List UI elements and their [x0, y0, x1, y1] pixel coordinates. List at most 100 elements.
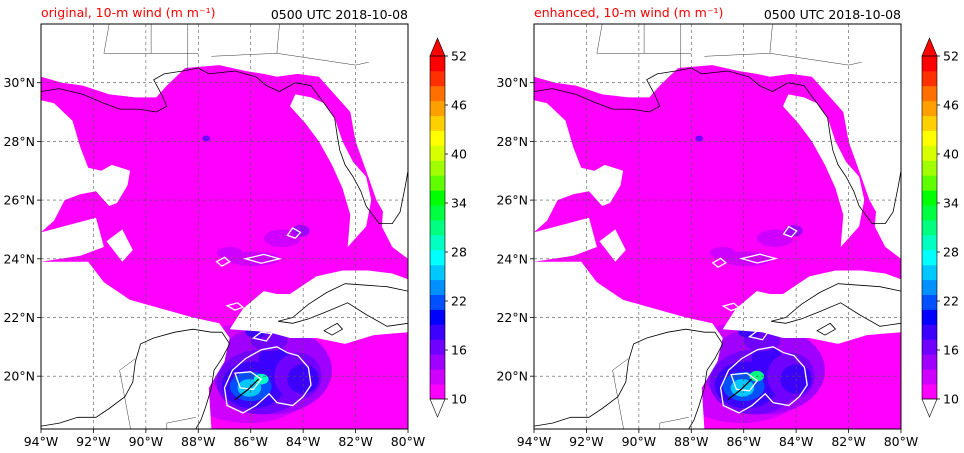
colorbar-tick-label: 28: [451, 245, 467, 260]
y-tick-label: 20°N: [496, 369, 528, 384]
coastline-yucatan: [534, 328, 724, 429]
colorbar-segment: [430, 249, 445, 266]
colorbar-segment: [430, 100, 445, 117]
colorbar: 52 46 40 34 28 22 16 10: [921, 37, 959, 418]
colorbar-segment: [922, 175, 937, 191]
x-tick-label: 80°W: [884, 434, 919, 449]
panel-title: enhanced, 10-m wind (m m⁻¹): [534, 5, 723, 20]
wind-contour: [747, 330, 769, 341]
wind-feature: [291, 225, 310, 237]
colorbar-segment: [430, 279, 445, 296]
storm-track: [234, 378, 260, 401]
y-tick-label: 28°N: [3, 134, 35, 149]
wind-contour: [286, 227, 302, 239]
political-border: [612, 358, 629, 429]
colorbar-segment: [430, 205, 445, 221]
coastline-isla: [323, 322, 344, 336]
colorbar-segment: [430, 324, 445, 340]
wind-feature: [216, 247, 243, 259]
x-tick-label: 94°W: [517, 434, 552, 449]
colorbar-segment: [922, 384, 937, 400]
map-frame: [40, 23, 409, 430]
wind-field-map: [41, 24, 408, 429]
colorbar-tick-label: 52: [943, 49, 959, 64]
wind-contour: [782, 225, 798, 238]
colorbar-tick-label: 10: [943, 392, 959, 407]
colorbar-segment: [430, 130, 445, 146]
colorbar-segment: [922, 85, 937, 102]
panel-time-label: 0500 UTC 2018-10-08: [764, 7, 901, 22]
colorbar-segment: [430, 369, 445, 385]
colorbar-segment: [922, 145, 937, 161]
coastline-cuba: [771, 283, 901, 327]
colorbar-extend-min: [921, 398, 938, 418]
colorbar-segment: [430, 115, 445, 131]
x-tick-label: 80°W: [391, 434, 426, 449]
y-tick-label: 26°N: [3, 193, 35, 208]
coastline-us: [41, 24, 408, 225]
colorbar-segment: [430, 264, 445, 281]
wind-feature: [695, 135, 704, 142]
colorbar-segment: [922, 339, 937, 355]
x-tick-label: 90°W: [622, 434, 657, 449]
y-tick-label: 20°N: [3, 369, 35, 384]
wind-feature: [784, 225, 803, 237]
low-wind-region: [599, 229, 626, 262]
colorbar-segment: [430, 294, 445, 310]
map-frame: [533, 23, 902, 430]
colorbar-segment: [922, 100, 937, 117]
wind-contour: [730, 372, 759, 392]
colorbar-segment: [430, 70, 445, 87]
panel-enhanced: enhanced, 10-m wind (m m⁻¹) 0500 UTC 201…: [496, 5, 958, 449]
y-tick-label: 22°N: [496, 310, 528, 325]
x-tick-label: 92°W: [569, 434, 604, 449]
wind-contour: [215, 256, 231, 267]
political-border: [769, 53, 862, 66]
y-tick-label: 22°N: [3, 310, 35, 325]
colorbar-segment: [430, 234, 445, 251]
wind-contour: [719, 346, 808, 414]
colorbar-segment: [922, 369, 937, 385]
wind-feature: [263, 229, 301, 248]
x-tick-label: 82°W: [338, 434, 373, 449]
colorbar-segment: [430, 339, 445, 355]
wind-field-map: [534, 24, 901, 429]
wind-feature: [709, 247, 736, 259]
colorbar-tick-label: 16: [943, 343, 959, 358]
colorbar-extend-min: [429, 398, 446, 418]
y-tick-label: 30°N: [3, 75, 35, 90]
colorbar-tick-label: 22: [451, 294, 467, 309]
colorbar-segment: [922, 205, 937, 221]
low-wind-region: [534, 100, 624, 233]
low-wind-region: [534, 261, 723, 429]
x-tick-label: 84°W: [286, 434, 321, 449]
wind-contour: [242, 253, 283, 264]
colorbar-segment: [430, 85, 445, 102]
wind-contour: [251, 331, 273, 342]
coastline-yucatan: [41, 328, 231, 429]
colorbar-tick-label: 52: [451, 49, 467, 64]
low-wind-region: [722, 270, 901, 344]
political-border: [166, 417, 196, 429]
colorbar-segment: [430, 145, 445, 161]
colorbar-segment: [922, 324, 937, 340]
colorbar-segment: [922, 264, 937, 281]
panel-title: original, 10-m wind (m m⁻¹): [41, 5, 215, 20]
y-tick-label: 28°N: [496, 134, 528, 149]
wind-contour: [711, 257, 728, 268]
low-wind-region: [106, 229, 133, 262]
colorbar-segment: [430, 56, 445, 72]
colorbar-segment: [430, 220, 445, 236]
colorbar-segment: [922, 354, 937, 370]
wind-feature: [237, 106, 301, 142]
panel-time-label: 0500 UTC 2018-10-08: [271, 7, 408, 22]
colorbar-extend-max: [429, 37, 446, 57]
colorbar-segment: [430, 354, 445, 370]
coastline-us: [534, 24, 901, 225]
y-tick-label: 26°N: [496, 193, 528, 208]
colorbar-extend-max: [921, 37, 938, 57]
colorbar-segment: [922, 279, 937, 296]
colorbar-tick-label: 22: [943, 294, 959, 309]
colorbar-segment: [430, 309, 445, 325]
x-tick-label: 88°W: [181, 434, 216, 449]
